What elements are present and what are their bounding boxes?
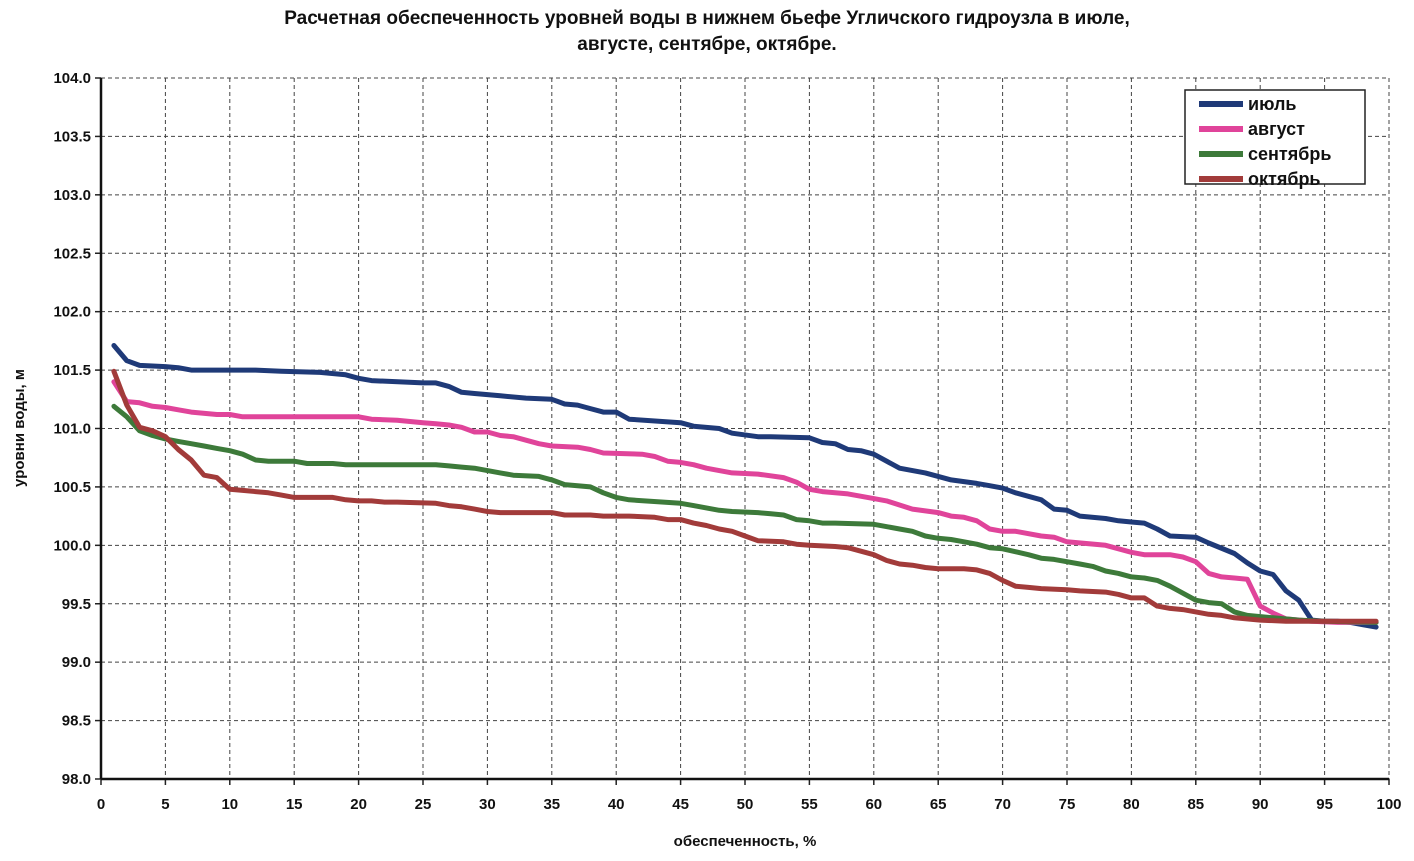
y-tick-label: 99.0 (62, 654, 91, 671)
x-tick-label: 40 (608, 796, 625, 813)
x-tick-label: 80 (1123, 796, 1140, 813)
y-tick-label: 104.0 (53, 70, 91, 87)
y-tick-label: 99.5 (62, 596, 91, 613)
chart-title-line-2: августе, сентябре, октябре. (577, 34, 837, 55)
series-line-1 (111, 343, 1379, 630)
x-tick-labels: 0 5 10 15 20 25 30 35 40 45 50 55 60 65 70 75 80 85 90 95 10… (97, 796, 1402, 813)
y-tick-label: 98.5 (62, 713, 91, 730)
x-tick-label: 90 (1252, 796, 1269, 813)
x-tick-label: 45 (672, 796, 689, 813)
x-tick-label: 5 (161, 796, 169, 813)
x-tick-label: 55 (801, 796, 818, 813)
legend-label-4: октябрь (1248, 169, 1321, 189)
x-tick-label: 65 (930, 796, 947, 813)
x-tick-label: 25 (415, 796, 432, 813)
x-tick-label: 50 (737, 796, 754, 813)
y-tick-label: 100.0 (53, 537, 91, 554)
x-tick-label: 15 (286, 796, 303, 813)
legend-label-1: июль (1248, 94, 1297, 114)
legend: июль август сентябрь октябрь (1184, 89, 1366, 189)
x-tick-label: 30 (479, 796, 496, 813)
chart-title: Расчетная обеспеченность уровней воды в … (0, 6, 1414, 58)
x-axis-label: обеспеченность, % (674, 833, 817, 850)
chart-title-line-1: Расчетная обеспеченность уровней воды в … (284, 8, 1130, 29)
legend-label-3: сентябрь (1248, 144, 1331, 164)
y-tick-label: 101.0 (53, 421, 91, 438)
y-tick-label: 103.5 (53, 128, 91, 145)
x-tick-label: 95 (1316, 796, 1333, 813)
x-tick-label: 20 (350, 796, 367, 813)
axes (95, 77, 1390, 785)
y-tick-label: 102.0 (53, 304, 91, 321)
y-tick-label: 100.5 (53, 479, 91, 496)
y-tick-label: 102.5 (53, 245, 91, 262)
x-tick-label: 85 (1187, 796, 1204, 813)
x-tick-label: 70 (994, 796, 1011, 813)
series-line-3 (111, 403, 1379, 625)
y-tick-labels: 104.0 103.5 103.0 102.5 102.0 101.5 101.0 100.5… (53, 70, 91, 788)
x-tick-label: 10 (221, 796, 238, 813)
y-tick-label: 98.0 (62, 771, 91, 788)
grid-lines (101, 77, 1390, 779)
y-axis-label: уровни воды, м (11, 369, 28, 487)
y-tick-label: 101.5 (53, 362, 91, 379)
series-line-2 (111, 379, 1379, 625)
x-tick-label: 35 (543, 796, 560, 813)
series-line-4 (111, 368, 1379, 624)
legend-label-2: август (1248, 119, 1305, 139)
x-tick-label: 75 (1059, 796, 1076, 813)
x-tick-label: 60 (865, 796, 882, 813)
x-tick-label: 0 (97, 796, 105, 813)
y-tick-label: 103.0 (53, 187, 91, 204)
series-lines (111, 343, 1379, 630)
x-tick-label: 100 (1376, 796, 1401, 813)
